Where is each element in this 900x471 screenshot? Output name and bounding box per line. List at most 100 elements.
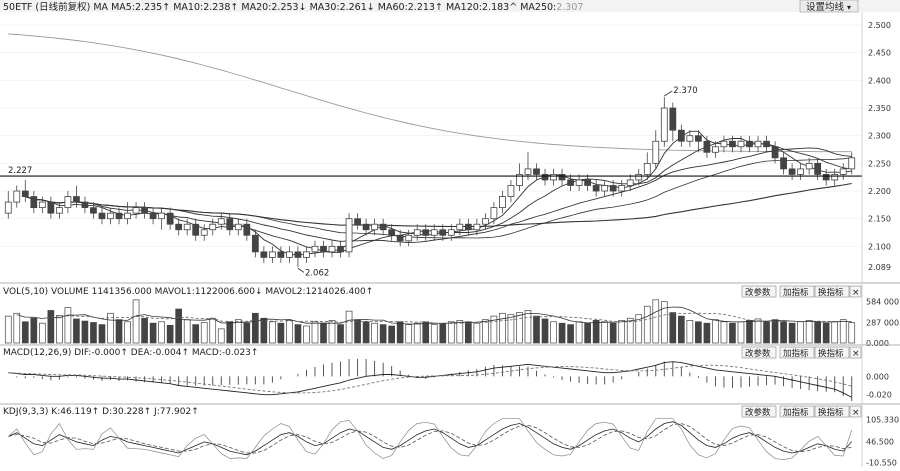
candle-body	[175, 223, 183, 231]
panel-button-label[interactable]: 换指标	[818, 348, 844, 359]
low-annotation: 2.062	[297, 268, 329, 278]
y-tick-label: 105.330	[866, 416, 899, 425]
volume-bar	[226, 321, 234, 344]
close-button-frame[interactable]	[849, 346, 862, 359]
volume-bar	[720, 321, 728, 344]
candle-body	[73, 196, 80, 203]
candle-body	[507, 185, 515, 197]
candle-body	[328, 245, 336, 253]
panel-button-label[interactable]: 改参数	[745, 348, 771, 359]
volume-bar	[831, 321, 839, 344]
close-button[interactable]: ×	[849, 346, 862, 359]
mavol1-arrow: ↓	[255, 287, 263, 297]
y-tick-label: 584 000	[866, 298, 899, 307]
candle-body	[226, 218, 234, 231]
candle-body	[90, 207, 97, 214]
panel-button-frame[interactable]	[779, 285, 815, 298]
ma-arrow: ↑	[162, 2, 170, 13]
settings-button-label[interactable]: 设置均线	[806, 1, 845, 13]
ma250-line	[8, 33, 852, 153]
candle-body	[694, 135, 702, 142]
dea-value: -0.004	[152, 348, 181, 358]
y-tick-label: 2.300	[868, 132, 891, 141]
ma-arrow: ↑	[230, 2, 238, 13]
volume-bar	[652, 299, 660, 344]
high-annotation-arrow	[664, 90, 673, 97]
panel-button-frame[interactable]	[741, 405, 777, 418]
panel-button-frame[interactable]	[779, 405, 815, 418]
candle-body	[303, 251, 310, 258]
candle-body	[567, 179, 574, 186]
panel-button-label[interactable]: 加指标	[783, 287, 809, 298]
candle-body	[814, 162, 822, 175]
panel-button-frame[interactable]	[814, 346, 850, 359]
settings-button-frame[interactable]	[799, 0, 859, 13]
panel-button[interactable]: 换指标	[814, 285, 850, 298]
reference-line-label: 2.227	[8, 166, 32, 176]
volume-bar	[56, 315, 63, 344]
candle-body	[388, 229, 396, 236]
candle-body	[524, 168, 532, 175]
candle-body	[737, 140, 745, 148]
panel-button-frame[interactable]	[741, 346, 777, 359]
panel-button-label[interactable]: 改参数	[745, 407, 771, 418]
panel-button[interactable]: 换指标	[814, 405, 850, 418]
candle-body	[158, 212, 166, 220]
dea-arrow: ↑	[181, 348, 189, 358]
panel-button[interactable]: 加指标	[779, 346, 815, 359]
candle-body	[618, 185, 626, 192]
k-value: 46.119	[60, 407, 92, 417]
panel-button[interactable]: 改参数	[741, 285, 777, 298]
close-icon[interactable]: ×	[852, 288, 860, 298]
volume-bar	[550, 321, 557, 344]
close-button[interactable]: ×	[849, 405, 862, 418]
panel-button-frame[interactable]	[814, 405, 850, 418]
panel-button-frame[interactable]	[741, 285, 777, 298]
candle-body	[192, 223, 200, 236]
candle-body	[209, 223, 217, 231]
volume-bar	[81, 320, 89, 344]
volume-bar	[788, 322, 796, 344]
panel-button-label[interactable]: 加指标	[783, 407, 809, 418]
volume-bar	[132, 299, 140, 344]
candle-body	[439, 229, 447, 236]
y-tick-label: 2.200	[868, 187, 891, 196]
panel-button[interactable]: 改参数	[741, 346, 777, 359]
panel-button[interactable]: 加指标	[779, 405, 815, 418]
candle-body	[422, 229, 430, 236]
close-icon[interactable]: ×	[852, 408, 860, 418]
volume-bar	[456, 320, 464, 344]
close-button-frame[interactable]	[849, 285, 862, 298]
volume-ma-line	[16, 312, 852, 324]
j-value: 77.902	[160, 407, 192, 417]
panel-button-label[interactable]: 加指标	[783, 348, 809, 359]
close-button[interactable]: ×	[849, 285, 862, 298]
panel-button[interactable]: 换指标	[814, 346, 850, 359]
volume-bar	[482, 319, 489, 344]
chevron-down-icon[interactable]: ▾	[847, 3, 851, 12]
panel-button-frame[interactable]	[814, 285, 850, 298]
settings-button[interactable]: 设置均线 ▾	[799, 0, 859, 13]
volume-bar	[601, 321, 608, 344]
panel-button[interactable]: 加指标	[779, 285, 815, 298]
panel-button-frame[interactable]	[779, 346, 815, 359]
panel-button-label[interactable]: 改参数	[745, 287, 771, 298]
kdj-y-axis: 105.330 46.500 -10.550	[866, 416, 899, 468]
y-tick-label: 2.450	[868, 49, 891, 58]
panel-button[interactable]: 改参数	[741, 405, 777, 418]
close-icon[interactable]: ×	[852, 349, 860, 359]
panel-button-label[interactable]: 换指标	[818, 287, 844, 298]
candle-body	[234, 223, 242, 231]
close-button-frame[interactable]	[849, 405, 862, 418]
volume-bar	[626, 317, 634, 344]
candle-body	[345, 218, 353, 253]
volume-bar	[21, 321, 29, 344]
panel-button-label[interactable]: 换指标	[818, 407, 844, 418]
volume-bar	[524, 310, 532, 344]
candle-body	[286, 251, 293, 258]
y-tick-label: 0.000	[866, 372, 889, 381]
candle-body	[200, 229, 208, 236]
volume-bar	[814, 321, 821, 344]
k-arrow: ↑	[92, 407, 100, 417]
